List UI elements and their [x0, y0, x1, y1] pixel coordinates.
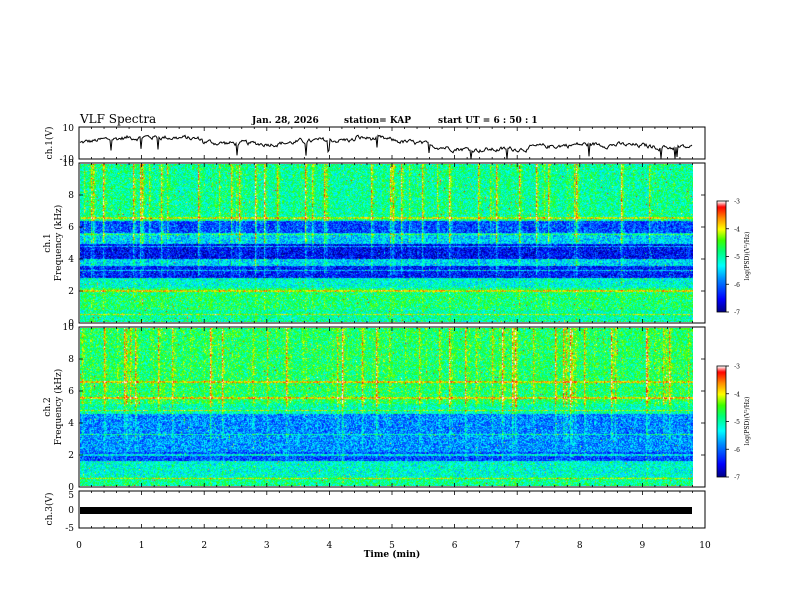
figure-station: station= KAP	[344, 116, 411, 126]
ch1-spectrogram-ylabel-frequency: Frequency (kHz)	[53, 205, 64, 282]
ch2-colorbar-gradient	[717, 366, 726, 477]
ch1-waveform-ticks	[78, 127, 706, 159]
ch1-spectrogram-yticks: 0 2 4 6 8 10	[63, 159, 705, 329]
ch1-spectrogram-panel: 0 2 4 6 8 10 ch.1 Frequency (kHz)	[43, 159, 706, 329]
y-tick-label: 6	[68, 223, 74, 233]
ch1-colorbar-label: log(PSD)(V²/Hz)	[744, 232, 751, 281]
y-tick-label: 4	[68, 255, 74, 265]
y-tick-label: 2	[68, 451, 74, 461]
x-tick-label: 1	[139, 541, 145, 551]
y-tick-label: 4	[68, 419, 74, 429]
x-tick-label: 4	[327, 541, 333, 551]
ch1-waveform-panel: 10 -10 ch.1(V)	[44, 124, 706, 165]
x-tick-label: 3	[264, 541, 270, 551]
ch3-ylabel: ch.3(V)	[44, 493, 55, 526]
ch3-waveform-band	[80, 507, 692, 514]
ch1-colorbar-gradient	[717, 201, 726, 312]
ch2-spectrogram-ylabel-frequency: Frequency (kHz)	[53, 369, 64, 446]
ch1-spectrogram-ticks	[78, 163, 706, 323]
figure-start-time: start UT = 6 : 50 : 1	[438, 116, 538, 126]
ch2-colorbar-label: log(PSD)(V²/Hz)	[744, 397, 751, 446]
ch3-ytick-top: 5	[68, 491, 74, 501]
y-tick-label: 8	[68, 355, 74, 365]
y-tick-label: 2	[68, 287, 74, 297]
ch2-spectrogram-yticks: 0 2 4 6 8 10	[63, 323, 705, 493]
ch1-spectrogram-ylabel: ch.1	[43, 233, 53, 252]
x-tick-label: 7	[514, 541, 520, 551]
colorbar-tick-label: -5	[734, 254, 740, 261]
ch2-colorbar-ticks: -3 -4 -5 -6 -7	[726, 364, 740, 482]
x-tick-label: 5	[389, 541, 395, 551]
colorbar-tick-label: -6	[734, 282, 740, 289]
x-axis-tick-labels: 0 1 2 3 4 5 6 7 8 9 10	[76, 541, 711, 551]
colorbar-tick-label: -7	[734, 475, 740, 482]
colorbar-tick-label: -4	[734, 226, 740, 233]
colorbar-tick-label: -7	[734, 310, 740, 317]
ch3-waveform-panel: 5 0 -5 ch.3(V)	[44, 490, 706, 534]
figure-title: VLF Spectra	[79, 112, 156, 126]
x-axis-label: Time (min)	[364, 549, 421, 560]
y-tick-label: 10	[63, 323, 75, 333]
ch1-spectrogram-image	[80, 164, 693, 322]
x-tick-label: 2	[201, 541, 207, 551]
y-tick-label: 8	[68, 191, 74, 201]
colorbar-tick-label: -5	[734, 419, 740, 426]
x-tick-label: 6	[452, 541, 458, 551]
ch1-colorbar-ticks: -3 -4 -5 -6 -7	[726, 199, 740, 317]
ch2-colorbar: -3 -4 -5 -6 -7 log(PSD)(V²/Hz)	[716, 364, 751, 482]
ch2-spectrogram-ticks	[78, 327, 706, 487]
x-tick-label: 8	[577, 541, 583, 551]
colorbar-tick-label: -4	[734, 391, 740, 398]
ch2-spectrogram-panel: 0 2 4 6 8 10 ch.2 Frequency (kHz)	[43, 323, 706, 493]
x-tick-label: 10	[699, 541, 711, 551]
colorbar-tick-label: -6	[734, 447, 740, 454]
ch1-ytick-top: 10	[63, 124, 75, 134]
ch1-colorbar: -3 -4 -5 -6 -7 log(PSD)(V²/Hz)	[716, 199, 751, 317]
y-tick-label: 10	[63, 159, 75, 169]
y-tick-label: 0	[68, 319, 74, 329]
colorbar-tick-label: -3	[734, 199, 740, 206]
ch3-waveform-ticks	[78, 491, 706, 528]
colorbar-tick-label: -3	[734, 364, 740, 371]
y-tick-label: 6	[68, 387, 74, 397]
ch2-spectrogram-image	[80, 328, 693, 486]
y-tick-label: 0	[68, 483, 74, 493]
ch1-ylabel: ch.1(V)	[44, 127, 55, 160]
figure-date: Jan. 28, 2026	[251, 116, 319, 126]
ch3-ytick-mid: 0	[68, 506, 74, 516]
x-tick-label: 9	[640, 541, 646, 551]
ch2-spectrogram-ylabel: ch.2	[43, 397, 53, 416]
ch3-ytick-bottom: -5	[65, 524, 74, 534]
ch1-waveform-line	[79, 134, 693, 160]
ch1-ytick-bottom: -10	[60, 155, 75, 165]
x-tick-label: 0	[76, 541, 82, 551]
